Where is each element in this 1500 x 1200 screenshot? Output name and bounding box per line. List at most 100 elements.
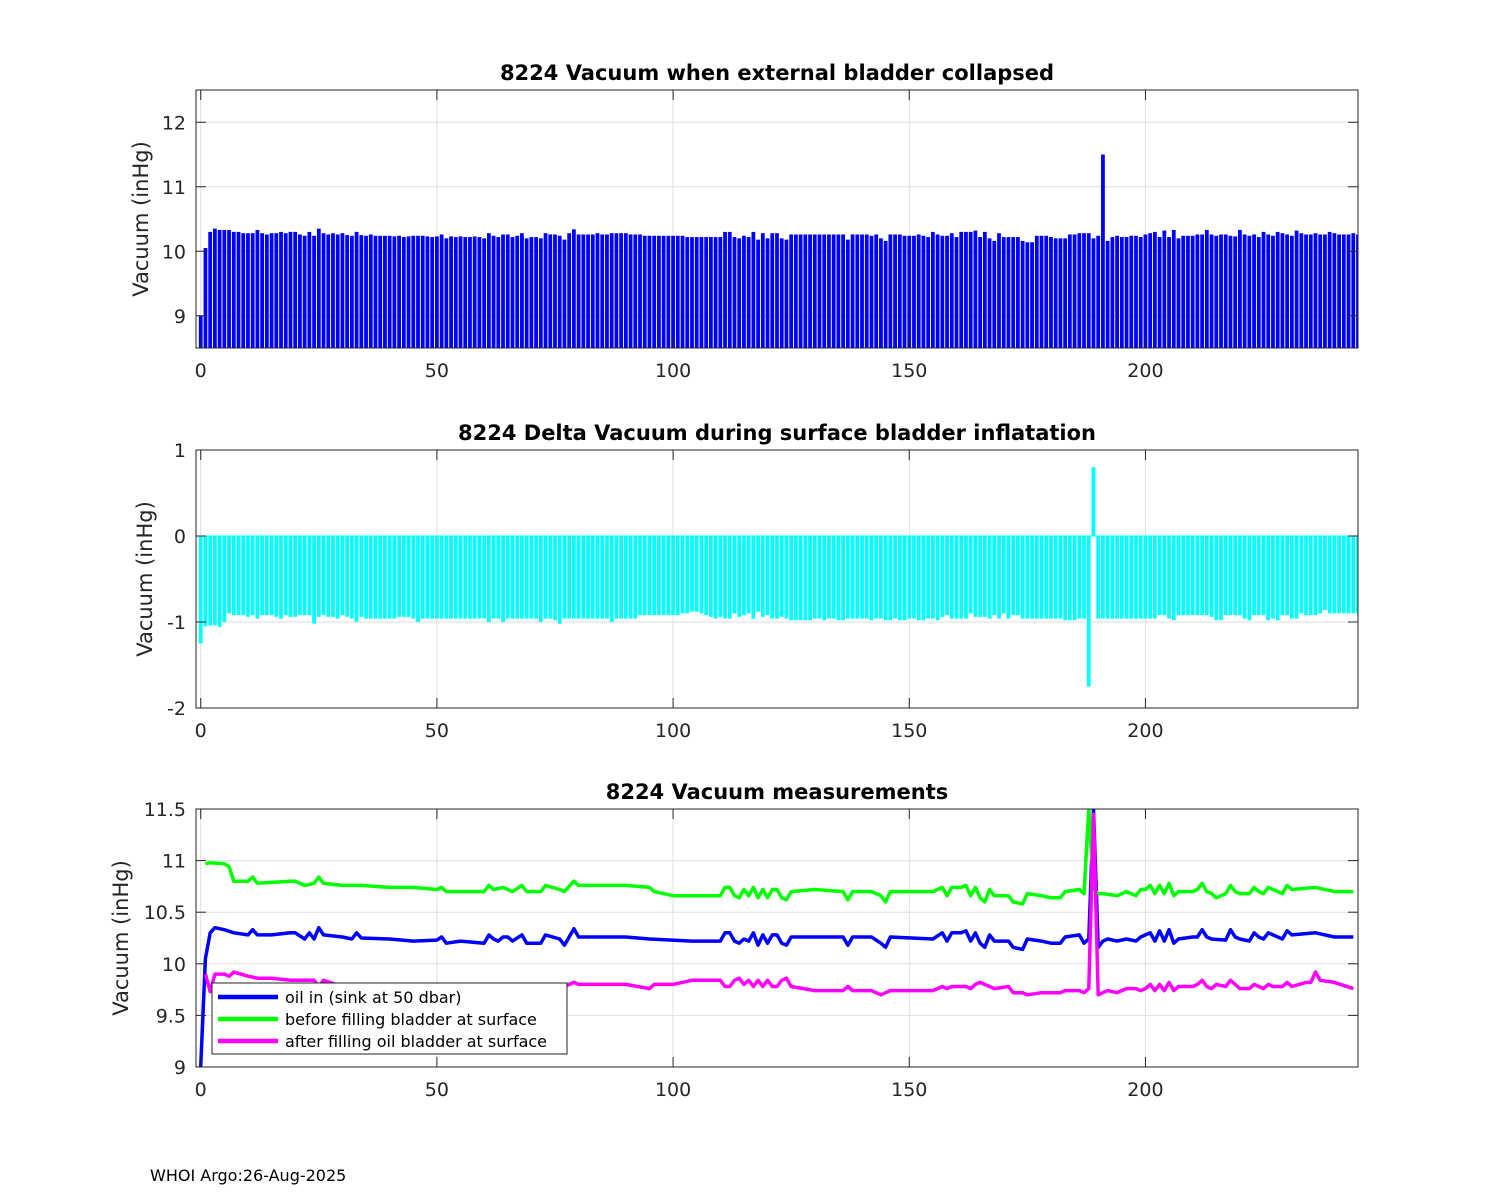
bar <box>657 235 661 348</box>
bar <box>274 233 279 348</box>
chart-2-marks <box>196 467 1358 687</box>
chart-3-ylabel: Vacuum (inHg) <box>109 860 133 1016</box>
bar <box>255 536 260 619</box>
bar <box>364 235 368 348</box>
bar <box>222 536 227 622</box>
bar <box>1143 234 1148 348</box>
x-tick-label: 50 <box>425 720 449 742</box>
bar <box>307 536 312 616</box>
bar <box>359 536 364 617</box>
bar <box>1030 536 1034 619</box>
bar <box>694 237 699 348</box>
bar <box>411 536 416 619</box>
bar <box>638 536 642 616</box>
bar <box>1337 536 1341 614</box>
bar <box>619 536 624 619</box>
bar <box>708 237 713 348</box>
bar <box>704 536 709 616</box>
bar <box>1289 235 1294 348</box>
bar <box>916 536 921 621</box>
bar <box>1157 536 1162 616</box>
bar <box>959 231 964 348</box>
bar <box>1313 233 1318 348</box>
bar <box>1058 536 1063 619</box>
chart-1-ylabel: Vacuum (inHg) <box>129 141 153 297</box>
bar <box>1247 536 1252 621</box>
bar <box>775 233 779 348</box>
bar <box>1327 536 1332 614</box>
bar <box>954 536 959 619</box>
bar <box>1143 536 1148 619</box>
bar <box>1181 536 1186 616</box>
bar <box>529 536 534 619</box>
bar <box>1030 242 1034 348</box>
bar <box>713 237 718 348</box>
bar <box>472 536 477 619</box>
bar <box>326 536 331 617</box>
bar <box>1346 234 1351 348</box>
bar <box>1341 536 1346 614</box>
bar <box>879 238 883 348</box>
bar <box>803 234 808 348</box>
bar <box>794 234 798 348</box>
bar <box>392 236 397 348</box>
y-tick-label: 10 <box>162 954 186 976</box>
bar <box>907 536 912 619</box>
chart-1-title: 8224 Vacuum when external bladder collap… <box>500 61 1054 85</box>
bar <box>987 536 992 619</box>
bar <box>217 229 222 348</box>
y-tick-label: -2 <box>167 698 186 720</box>
bar <box>680 536 685 614</box>
bar <box>1252 234 1256 348</box>
bar <box>803 536 808 621</box>
bar <box>496 237 501 348</box>
bar <box>335 234 340 348</box>
bar <box>1195 234 1200 348</box>
bar <box>231 536 236 616</box>
bar <box>1304 536 1308 616</box>
bar <box>264 536 269 616</box>
bar <box>912 536 916 619</box>
bar <box>1129 235 1134 348</box>
bar <box>1016 536 1020 616</box>
bar <box>883 536 888 621</box>
bar <box>562 239 567 348</box>
x-tick-label: 50 <box>425 1079 449 1101</box>
bar <box>203 248 208 348</box>
bar <box>486 233 491 348</box>
footer-timestamp: WHOI Argo:26-Aug-2025 <box>150 1166 347 1185</box>
bar <box>1101 154 1105 348</box>
bar <box>349 235 354 348</box>
bar <box>435 236 439 348</box>
bar <box>312 235 316 348</box>
bar <box>1238 229 1242 348</box>
bar <box>699 237 704 348</box>
bar <box>902 536 907 621</box>
bar <box>1223 234 1228 348</box>
bar <box>982 536 987 617</box>
bar <box>231 231 236 348</box>
bar <box>1115 235 1119 348</box>
bar <box>1077 233 1082 348</box>
bar <box>775 536 779 619</box>
bar <box>586 536 590 619</box>
bar <box>1275 536 1280 621</box>
bar <box>430 237 435 348</box>
bar <box>1209 536 1214 617</box>
bar <box>1256 237 1261 348</box>
x-tick-label: 100 <box>655 360 691 382</box>
chart-3-legend: oil in (sink at 50 dbar) before filling … <box>211 982 568 1055</box>
bar <box>345 235 350 348</box>
bar <box>378 235 383 348</box>
bar <box>723 231 727 348</box>
bar <box>368 234 373 348</box>
y-tick-label: -1 <box>167 612 186 634</box>
bar <box>1171 536 1176 621</box>
bar <box>1119 237 1124 348</box>
bar <box>321 536 326 616</box>
bar <box>1346 536 1351 614</box>
bar <box>534 536 538 619</box>
bar <box>968 536 973 614</box>
bar <box>746 536 751 614</box>
